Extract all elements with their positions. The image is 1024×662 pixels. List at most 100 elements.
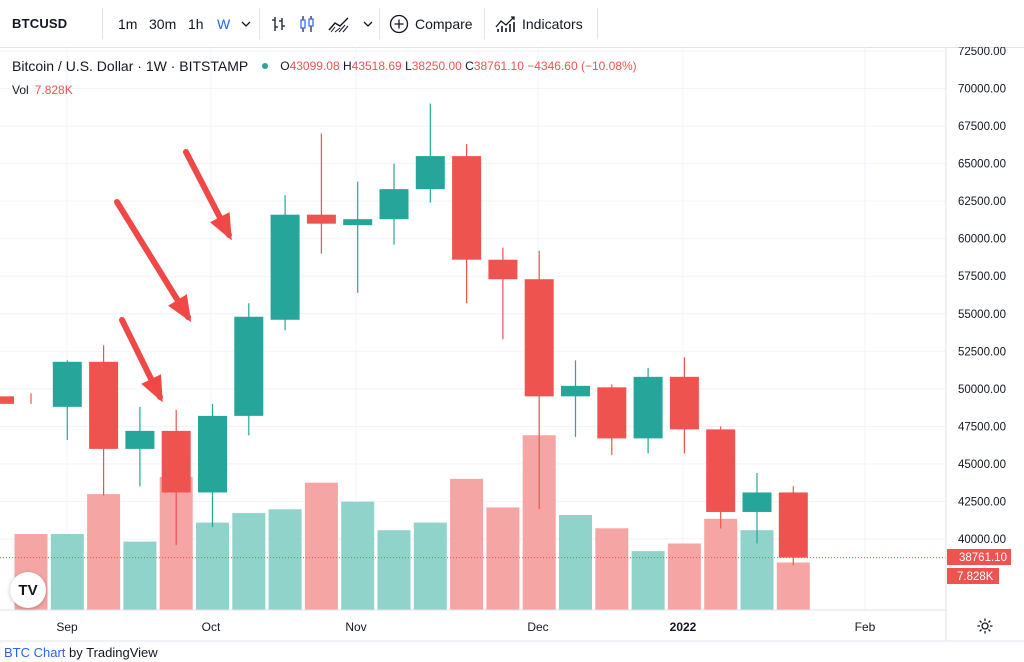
arrow-annotation <box>183 149 232 241</box>
area-style-icon[interactable] <box>328 0 350 47</box>
tradingview-logo[interactable]: TV <box>10 572 46 608</box>
toolbar-divider <box>259 8 260 39</box>
price-tick-label: 52500.00 <box>958 346 1006 358</box>
price-tick-label: 57500.00 <box>958 271 1006 283</box>
volume-bar <box>341 501 375 610</box>
volume-bar <box>232 513 266 610</box>
candle-body <box>597 387 627 439</box>
symbol-search[interactable]: BTCUSD <box>12 16 68 31</box>
volume-bar <box>413 522 447 610</box>
time-tick-label: Feb <box>855 620 876 634</box>
candlesticks <box>0 103 808 566</box>
volume-legend: Vol 7.828K <box>12 83 73 97</box>
time-tick-label: 2022 <box>670 620 697 634</box>
volume-tag-label: 7.828K <box>957 571 994 583</box>
time-tick-label: Oct <box>202 620 221 634</box>
time-tick-label: Sep <box>56 620 78 634</box>
price-tick-label: 50000.00 <box>958 384 1006 396</box>
indicators-icon <box>495 15 515 32</box>
candle-body <box>306 214 336 224</box>
candle-body <box>561 385 590 397</box>
toolbar-divider <box>484 8 485 39</box>
volume-bar <box>667 543 701 610</box>
price-tick-label: 65000.00 <box>958 159 1006 171</box>
low-label: L <box>405 59 412 73</box>
arrow-annotation <box>119 317 163 403</box>
price-tick-label: 62500.00 <box>958 196 1006 208</box>
time-tick-label: Dec <box>527 620 548 634</box>
candle-style-icon[interactable] <box>298 0 316 47</box>
top-toolbar: BTCUSD 1m 30m 1h W Compare Indicators <box>0 0 1024 48</box>
arrow-annotations <box>114 149 232 403</box>
indicators-button[interactable]: Indicators <box>495 0 583 47</box>
price-chart[interactable]: 72500.00 70000.00 67500.00 65000.00 62500.00… <box>0 47 1024 662</box>
time-axis[interactable]: Sep Oct Nov Dec 2022 Feb <box>56 620 875 634</box>
toolbar-divider <box>102 8 103 39</box>
gear-icon[interactable] <box>976 617 994 635</box>
btc-chart-link[interactable]: BTC Chart <box>4 645 66 660</box>
time-tick-label: Nov <box>345 620 366 634</box>
price-tick-label: 40000.00 <box>958 534 1006 546</box>
volume-bars <box>14 435 810 610</box>
low-value: 38250.00 <box>411 59 462 73</box>
volume-label: Vol <box>12 83 29 97</box>
interval-1m[interactable]: 1m <box>118 15 138 32</box>
interval-1h[interactable]: 1h <box>188 15 204 32</box>
market-status-dot <box>262 63 269 69</box>
high-value: 43518.69 <box>351 59 402 73</box>
compare-plus-icon <box>389 14 409 33</box>
volume-bar <box>87 494 121 610</box>
price-tick-label: 55000.00 <box>958 309 1006 321</box>
bar-style-icon[interactable] <box>270 0 288 47</box>
volume-bar <box>304 482 338 610</box>
volume-bar <box>50 534 84 610</box>
price-tick-label: 42500.00 <box>958 496 1006 508</box>
volume-bar <box>486 507 520 610</box>
chart-style-chevron-down-icon[interactable] <box>362 0 374 47</box>
candle-body <box>234 316 264 416</box>
volume-value: 7.828K <box>34 83 73 97</box>
price-tick-label: 60000.00 <box>958 234 1006 246</box>
change-value: −4346.60 (−10.08%) <box>527 59 637 73</box>
interval-30m[interactable]: 30m <box>149 15 177 32</box>
candle-body <box>125 430 155 449</box>
volume-bar <box>631 551 665 610</box>
close-value: 38761.10 <box>473 59 524 73</box>
candle-body <box>524 279 554 397</box>
compare-label: Compare <box>415 15 473 32</box>
volume-bar <box>450 478 484 610</box>
interval-chevron-down-icon[interactable] <box>240 0 252 47</box>
candle-body <box>778 492 808 558</box>
candle-body <box>488 259 518 280</box>
volume-bar <box>196 522 229 610</box>
compare-button[interactable]: Compare <box>389 0 473 47</box>
price-tick-label: 47500.00 <box>958 421 1006 433</box>
candle-body <box>270 214 300 320</box>
candle-body <box>742 492 772 512</box>
arrow-head <box>210 212 232 241</box>
price-tick-label: 67500.00 <box>958 121 1006 133</box>
price-tick-label: 72500.00 <box>958 47 1006 58</box>
volume-bar <box>377 530 411 610</box>
high-label: H <box>342 59 352 73</box>
candle-body <box>706 429 736 512</box>
toolbar-divider <box>379 8 380 39</box>
last-price-tag: 38761.10 <box>947 549 1011 565</box>
close-label: C <box>465 59 474 73</box>
candle-body <box>415 156 445 190</box>
candle-body <box>379 189 409 220</box>
arrow-head <box>168 294 192 323</box>
ohlc-values: O43099.08 H43518.69 L38250.00 C38761.10 … <box>280 59 636 73</box>
open-label: O <box>280 59 290 73</box>
interval-w[interactable]: W <box>217 15 231 32</box>
price-axis[interactable]: 72500.00 70000.00 67500.00 65000.00 62500.00… <box>958 47 1006 546</box>
open-value: 43099.08 <box>289 59 340 73</box>
price-tick-label: 70000.00 <box>958 84 1006 96</box>
volume-tag: 7.828K <box>947 568 999 584</box>
volume-bar <box>595 528 629 610</box>
volume-bar <box>559 515 592 610</box>
price-tick-label: 45000.00 <box>958 459 1006 471</box>
volume-bar <box>268 509 302 610</box>
candle-body <box>343 219 373 226</box>
candle-body <box>669 376 699 430</box>
